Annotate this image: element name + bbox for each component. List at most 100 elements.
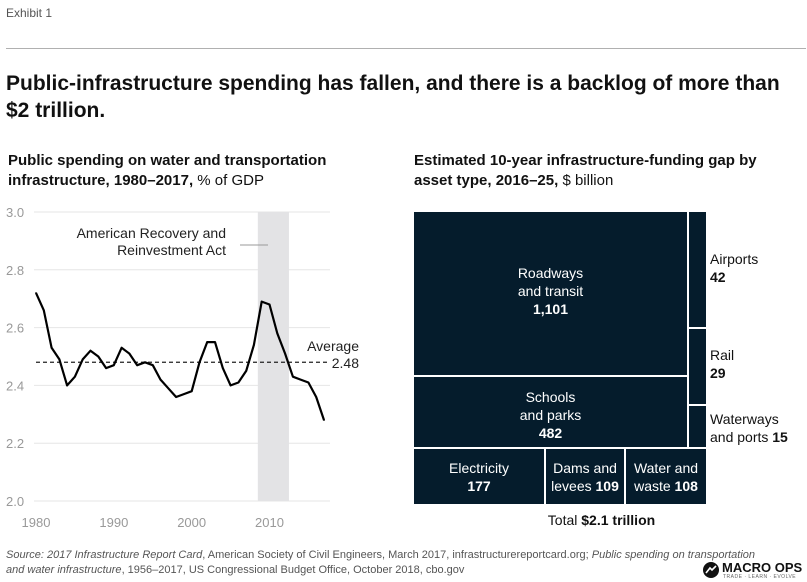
logo-icon bbox=[703, 562, 719, 578]
data-point-1992 bbox=[128, 352, 131, 355]
data-point-2014 bbox=[299, 378, 302, 381]
data-point-1985 bbox=[74, 375, 76, 378]
data-point-1993 bbox=[136, 364, 138, 366]
tile-value: 1,101 bbox=[532, 301, 569, 317]
data-point-1991 bbox=[120, 347, 123, 349]
spending-series-line bbox=[34, 292, 326, 421]
data-point-1987 bbox=[89, 349, 92, 352]
tile-label: Water and bbox=[633, 460, 699, 476]
exhibit-label: Exhibit 1 bbox=[6, 6, 53, 20]
source-prefix: Source: bbox=[6, 549, 47, 561]
data-point-1997 bbox=[167, 387, 170, 390]
tile-label: Dams and bbox=[553, 460, 617, 476]
y-tick-label: 2.6 bbox=[6, 321, 24, 336]
y-tick-label: 2.0 bbox=[6, 494, 24, 509]
data-point-1981 bbox=[42, 309, 45, 312]
tile-value: 177 bbox=[467, 478, 491, 494]
headline: Public-infrastructure spending has falle… bbox=[6, 72, 780, 122]
total-label: Total bbox=[547, 512, 582, 528]
tile-rail bbox=[689, 329, 706, 404]
data-point-1989 bbox=[105, 367, 107, 369]
spending-series-points bbox=[35, 292, 325, 421]
data-point-1986 bbox=[81, 358, 84, 361]
tile-value: 42 bbox=[710, 269, 726, 285]
tile-roadways-and-transit: Roadways and transit 1,101 bbox=[414, 212, 687, 375]
data-point-2006 bbox=[237, 381, 240, 384]
data-point-2004 bbox=[222, 367, 224, 369]
data-point-2009 bbox=[260, 300, 263, 303]
data-point-1996 bbox=[159, 378, 162, 381]
data-point-2015 bbox=[307, 381, 310, 384]
treemap-title-unit: $ billion bbox=[558, 172, 614, 189]
data-point-1983 bbox=[58, 358, 61, 361]
tile-label: Roadways bbox=[517, 265, 584, 281]
x-tick-label: 1980 bbox=[22, 515, 51, 530]
line-chart-title: Public spending on water and transportat… bbox=[8, 151, 388, 191]
data-point-2013 bbox=[292, 375, 294, 378]
y-tick-label: 2.8 bbox=[6, 263, 24, 278]
line-chart-title-main: Public spending on water and transportat… bbox=[8, 152, 327, 189]
airports-label: Airports 42 bbox=[710, 250, 758, 286]
tile-value: 108 bbox=[674, 478, 698, 494]
source-2-title: Public spending on transportation and wa… bbox=[6, 549, 756, 576]
data-point-1990 bbox=[113, 364, 115, 366]
recovery-act-label-line2: Reinvestment Act bbox=[117, 242, 226, 258]
tile-label: waste bbox=[634, 478, 671, 494]
treemap: Roadways and transit 1,101 Schools and p… bbox=[414, 212, 789, 504]
data-point-2010 bbox=[268, 303, 271, 306]
line-chart-x-axis: 1980 1990 2000 2010 bbox=[22, 515, 284, 530]
tile-value: 15 bbox=[772, 429, 788, 445]
tile-waterways-and-ports bbox=[689, 406, 706, 447]
source-1-detail: , American Society of Civil Engineers, M… bbox=[202, 549, 592, 561]
x-tick-label: 2010 bbox=[255, 515, 284, 530]
waterways-label: Waterways and ports 15 bbox=[710, 410, 788, 446]
tile-label: levees bbox=[551, 478, 592, 494]
line-chart-y-axis: 3.0 2.8 2.6 2.4 2.2 2.0 bbox=[6, 205, 24, 509]
source-1-title: 2017 Infrastructure Report Card bbox=[46, 549, 203, 561]
tile-value: 109 bbox=[595, 478, 619, 494]
data-point-1984 bbox=[66, 384, 68, 387]
treemap-total: Total $2.1 trillion bbox=[414, 512, 789, 528]
data-point-1980 bbox=[35, 292, 37, 294]
logo-name: MACRO OPS bbox=[722, 560, 803, 575]
data-point-1995 bbox=[151, 364, 154, 366]
tile-electricity: Electricity 177 bbox=[414, 449, 544, 504]
data-point-1988 bbox=[97, 355, 100, 358]
tile-label: Airports bbox=[710, 251, 759, 267]
macro-ops-logo: MACRO OPS TRADE · LEARN · EVOLVE bbox=[700, 559, 805, 581]
data-point-2005 bbox=[229, 384, 232, 387]
tile-airports bbox=[689, 212, 706, 327]
data-point-2011 bbox=[276, 332, 279, 335]
x-tick-label: 1990 bbox=[99, 515, 128, 530]
tile-water-and-waste: Water and waste 108 bbox=[626, 449, 706, 504]
data-point-1982 bbox=[50, 347, 53, 349]
line-chart: 3.0 2.8 2.6 2.4 2.2 2.0 1980 1990 2000 2010 Amer… bbox=[6, 205, 359, 530]
tile-label: and transit bbox=[517, 283, 584, 299]
header-divider bbox=[6, 48, 806, 49]
data-point-2003 bbox=[214, 341, 216, 343]
y-tick-label: 2.4 bbox=[6, 378, 24, 393]
data-point-1998 bbox=[175, 396, 177, 398]
y-tick-label: 2.2 bbox=[6, 436, 24, 451]
data-point-2008 bbox=[253, 344, 255, 346]
data-point-2012 bbox=[284, 352, 286, 355]
data-point-2000 bbox=[190, 390, 193, 392]
recovery-act-label-line1: American Recovery and bbox=[77, 225, 226, 241]
recovery-act-band bbox=[257, 212, 289, 501]
tile-label: Electricity bbox=[449, 460, 509, 476]
y-tick-label: 3.0 bbox=[6, 205, 24, 220]
data-point-2017 bbox=[323, 419, 325, 421]
rail-label: Rail 29 bbox=[710, 346, 734, 382]
data-point-2001 bbox=[198, 361, 201, 364]
tile-label: and ports bbox=[710, 429, 769, 445]
tile-value: 29 bbox=[710, 365, 726, 381]
tile-label: and parks bbox=[519, 407, 582, 423]
tile-label: Rail bbox=[710, 347, 735, 363]
treemap-title: Estimated 10-year infrastructure-funding… bbox=[414, 151, 794, 191]
tile-dams-and-levees: Dams and levees 109 bbox=[546, 449, 624, 504]
average-label: Average bbox=[307, 338, 359, 354]
data-point-2016 bbox=[315, 396, 318, 398]
source-note: Source: 2017 Infrastructure Report Card,… bbox=[6, 548, 761, 578]
data-point-2007 bbox=[245, 370, 247, 372]
treemap-title-main: Estimated 10-year infrastructure-funding… bbox=[414, 152, 757, 189]
